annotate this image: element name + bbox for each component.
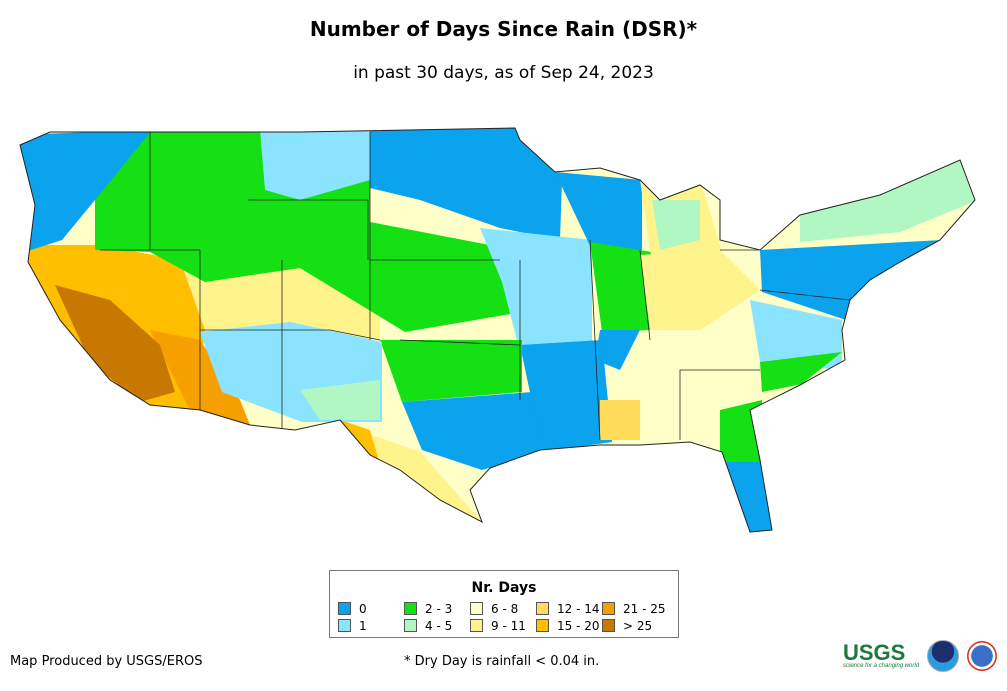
legend-item: 9 - 11 — [470, 618, 536, 633]
dsr-region — [722, 462, 774, 532]
dsr-region — [20, 130, 152, 252]
legend-item: 4 - 5 — [404, 618, 470, 633]
state-border — [589, 239, 601, 441]
noaa-logo — [927, 640, 960, 672]
legend-swatch — [470, 602, 483, 615]
legend-item: 21 - 25 — [602, 601, 672, 616]
legend-item: 12 - 14 — [536, 601, 602, 616]
legend-item: 0 — [338, 601, 404, 616]
legend-label: 9 - 11 — [491, 618, 526, 633]
legend-swatch — [536, 619, 549, 632]
dsr-region — [402, 392, 542, 470]
state-border — [679, 369, 760, 440]
legend-label: 1 — [359, 618, 367, 633]
dsr-region — [652, 200, 700, 250]
dsr-region — [555, 172, 642, 250]
dsr-region — [590, 242, 652, 332]
legend-label: 0 — [359, 601, 367, 616]
dsr-region — [640, 250, 760, 330]
dsr-region — [760, 352, 842, 392]
legend-label: > 25 — [623, 618, 653, 633]
dsr-region — [720, 400, 762, 462]
dsr-region — [750, 300, 842, 370]
legend-label: 4 - 5 — [425, 618, 453, 633]
footnote: * Dry Day is rainfall < 0.04 in. — [404, 654, 600, 669]
legend-swatch — [404, 602, 417, 615]
legend-item: 6 - 8 — [470, 601, 536, 616]
legend: Nr. Days 0 2 - 3 6 - 8 12 - 14 21 - 25 1 4 - 5… — [329, 570, 679, 638]
logos: USGS science for a changing world — [843, 639, 998, 672]
legend-swatch — [470, 619, 483, 632]
legend-grid: 0 2 - 3 6 - 8 12 - 14 21 - 25 1 4 - 5 9 - 11 15 … — [338, 601, 672, 633]
legend-swatch — [536, 602, 549, 615]
legend-label: 6 - 8 — [491, 601, 519, 616]
legend-swatch — [338, 602, 351, 615]
legend-label: 12 - 14 — [557, 601, 600, 616]
state-border — [248, 199, 369, 260]
legend-label: 2 - 3 — [425, 601, 453, 616]
nws-logo — [967, 641, 998, 671]
legend-item: > 25 — [602, 618, 672, 633]
state-border — [200, 329, 381, 341]
legend-swatch — [602, 619, 615, 632]
dsr-region — [595, 330, 640, 370]
map-title: Number of Days Since Rain (DSR)* — [309, 17, 698, 41]
legend-title: Nr. Days — [471, 580, 537, 596]
legend-label: 21 - 25 — [623, 601, 666, 616]
us-outline — [19, 127, 976, 533]
dsr-region — [760, 240, 942, 322]
state-border — [759, 289, 851, 301]
dsr-region — [300, 380, 380, 420]
legend-swatch — [602, 602, 615, 615]
legend-item: 1 — [338, 618, 404, 633]
state-border — [639, 249, 651, 341]
dsr-region — [520, 340, 612, 452]
legend-swatch — [404, 619, 417, 632]
legend-label: 15 - 20 — [557, 618, 600, 633]
dsr-region — [800, 158, 975, 242]
credit-text: Map Produced by USGS/EROS — [10, 654, 203, 669]
dsr-region — [55, 285, 175, 402]
dsr-region — [370, 128, 562, 240]
dsr-region — [600, 400, 640, 440]
us-dsr-map — [19, 127, 976, 533]
legend-item: 2 - 3 — [404, 601, 470, 616]
dsr-region — [380, 340, 522, 402]
dsr-region — [95, 130, 522, 332]
usgs-logo: USGS science for a changing world — [843, 639, 920, 669]
dsr-region — [480, 228, 592, 352]
map-subtitle: in past 30 days, as of Sep 24, 2023 — [353, 63, 654, 83]
state-border — [399, 339, 521, 346]
legend-swatch — [338, 619, 351, 632]
legend-item: 15 - 20 — [536, 618, 602, 633]
dsr-region — [260, 130, 370, 200]
